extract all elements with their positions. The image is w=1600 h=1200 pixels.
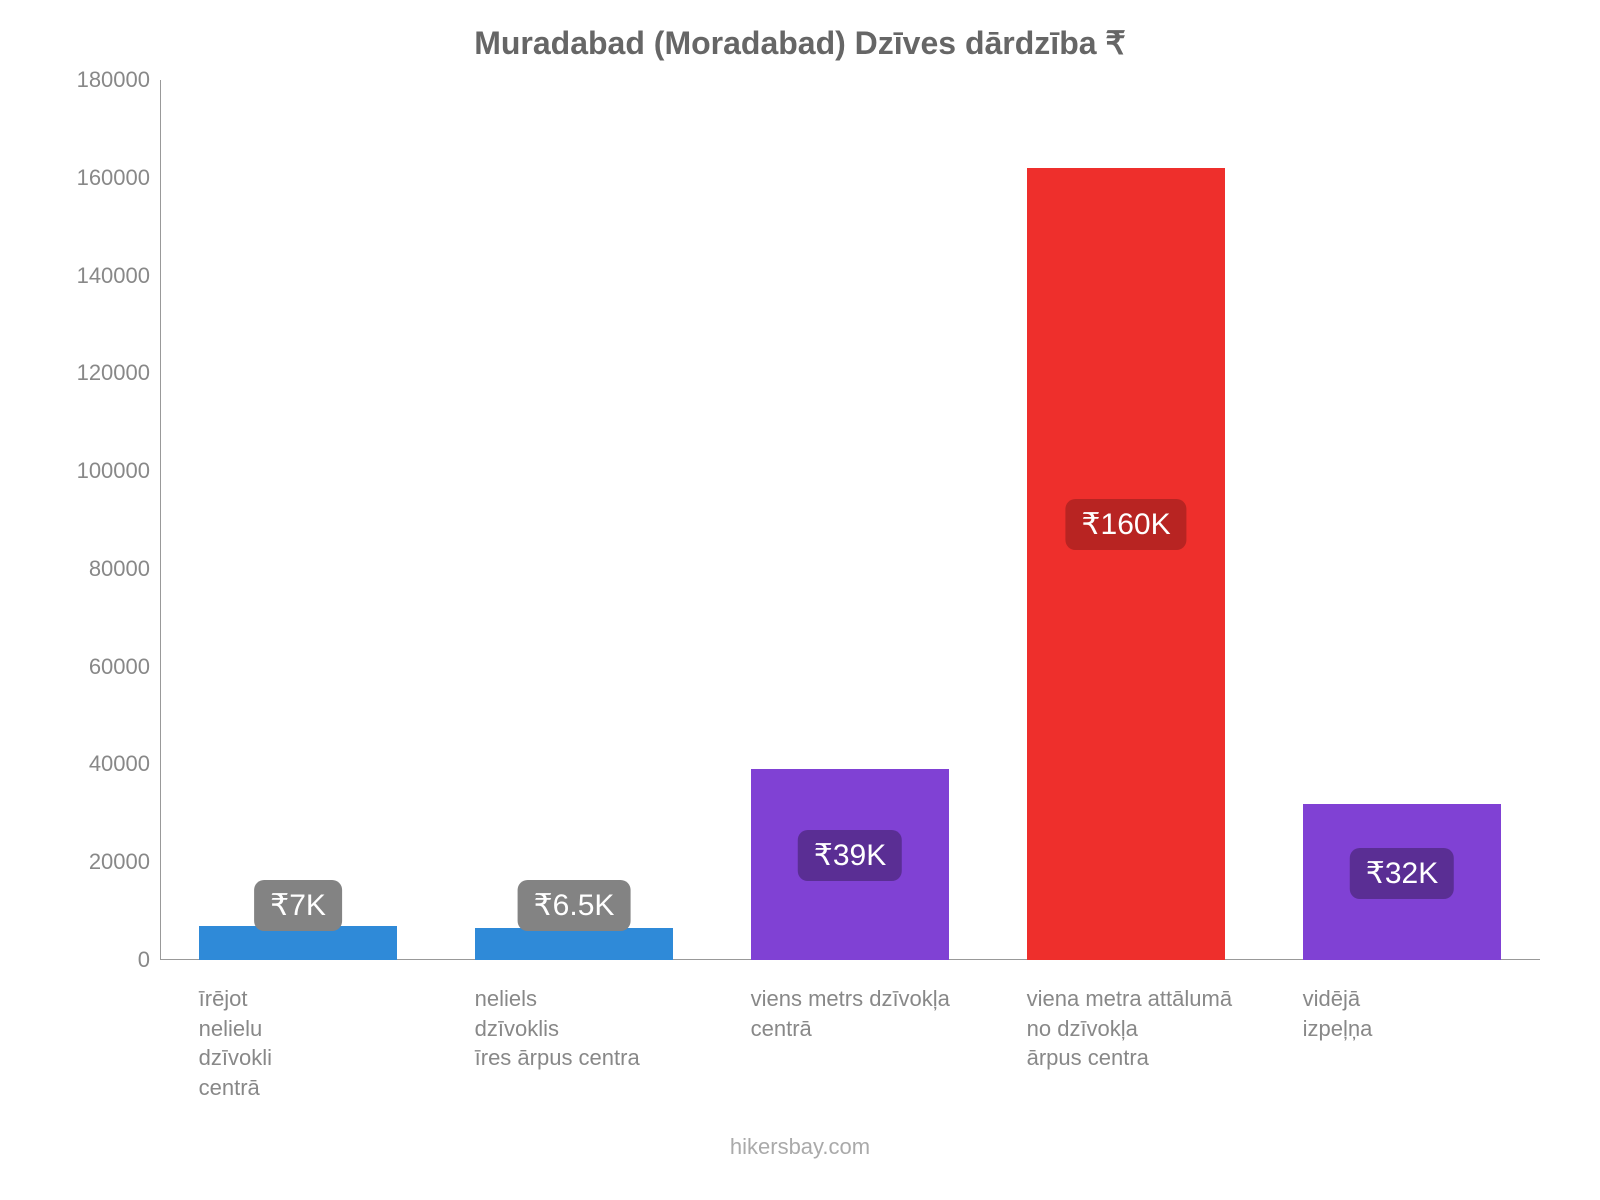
- value-badge: ₹39K: [798, 830, 902, 881]
- y-tick-label: 180000: [70, 67, 150, 93]
- x-tick-label: neliels dzīvoklis īres ārpus centra: [475, 984, 714, 1073]
- y-tick-label: 80000: [70, 556, 150, 582]
- x-tick-label: vidējā izpeļņa: [1303, 984, 1542, 1043]
- bar: [1027, 168, 1226, 960]
- y-tick-label: 60000: [70, 654, 150, 680]
- value-badge: ₹6.5K: [518, 880, 631, 931]
- x-tick-label: viena metra attālumā no dzīvokļa ārpus c…: [1027, 984, 1266, 1073]
- y-axis-line: [160, 80, 161, 960]
- y-tick-label: 0: [70, 947, 150, 973]
- bar: [199, 926, 398, 960]
- value-badge: ₹7K: [254, 880, 342, 931]
- value-badge: ₹160K: [1065, 499, 1186, 550]
- value-badge: ₹32K: [1350, 848, 1454, 899]
- chart-title: Muradabad (Moradabad) Dzīves dārdzība ₹: [0, 24, 1600, 62]
- y-tick-label: 140000: [70, 263, 150, 289]
- y-tick-label: 120000: [70, 360, 150, 386]
- y-tick-label: 40000: [70, 751, 150, 777]
- chart-container: Muradabad (Moradabad) Dzīves dārdzība ₹ …: [0, 0, 1600, 1200]
- x-tick-label: viens metrs dzīvokļa centrā: [751, 984, 990, 1043]
- plot-area: 0200004000060000800001000001200001400001…: [160, 80, 1540, 960]
- y-tick-label: 100000: [70, 458, 150, 484]
- y-tick-label: 20000: [70, 849, 150, 875]
- y-tick-label: 160000: [70, 165, 150, 191]
- x-tick-label: īrējot nelielu dzīvokli centrā: [199, 984, 438, 1103]
- bar: [475, 928, 674, 960]
- attribution-text: hikersbay.com: [0, 1134, 1600, 1160]
